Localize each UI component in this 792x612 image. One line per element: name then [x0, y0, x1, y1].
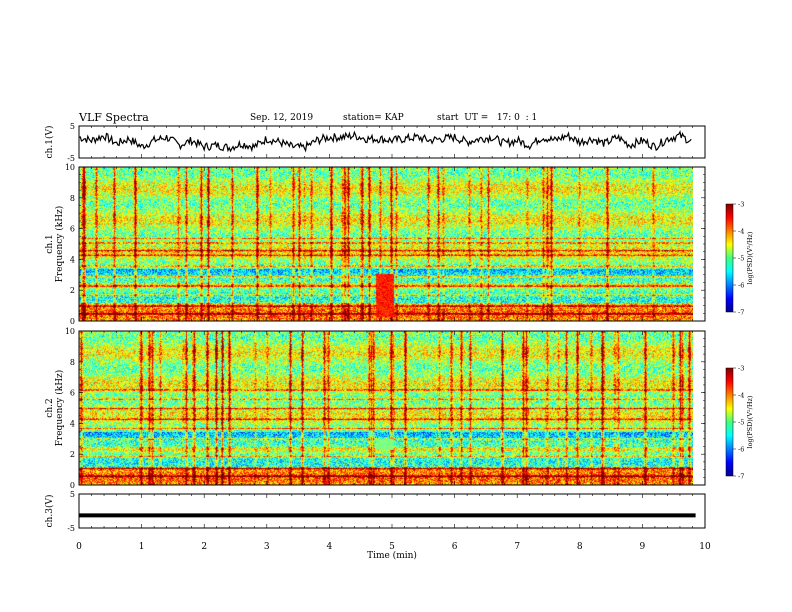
colorbar-tick-label: -5: [738, 255, 744, 263]
ch3-waveform-frame: [78, 493, 706, 529]
x-tick-label: 6: [452, 542, 458, 552]
x-tick-label: 2: [201, 542, 207, 552]
ch1-waveform-line: [78, 130, 692, 153]
y-tick-label: 0: [70, 481, 75, 490]
y-tick-label: 10: [65, 327, 75, 336]
figure-title: VLF Spectra: [79, 111, 149, 124]
colorbar-tick-label: -4: [738, 228, 744, 236]
x-tick-label: 8: [577, 542, 583, 552]
ch1-spectrogram: [79, 167, 693, 321]
y-tick-label: 0: [70, 317, 75, 326]
colorbar-tick-label: -7: [738, 309, 744, 317]
y-tick-label: 4: [70, 255, 75, 264]
x-tick-label: 3: [264, 542, 270, 552]
y-tick-label: 8: [70, 194, 75, 203]
colorbar-label: log(PSD)(V²/Hz): [746, 395, 754, 448]
colorbar-tick-label: -3: [738, 365, 744, 373]
x-tick-label: 1: [139, 542, 145, 552]
ch1-colorbar: [725, 203, 734, 313]
y-axis-label: ch.3(V): [44, 495, 55, 528]
colorbar-tick-label: -4: [738, 392, 744, 400]
y-axis-label: Frequency (kHz): [54, 206, 65, 283]
station-label: station= KAP: [343, 113, 404, 123]
colorbar-tick-label: -6: [738, 282, 744, 290]
colorbar-tick-label: -5: [738, 419, 744, 427]
x-tick-label: 7: [514, 542, 520, 552]
colorbar-tick-label: -3: [738, 201, 744, 209]
y-tick-label: -5: [67, 154, 75, 163]
y-axis-label: Frequency (kHz): [54, 370, 65, 447]
x-tick-label: 9: [640, 542, 646, 552]
colorbar-labels: -3 -4 -5 -6 -7 log(PSD)(V²/Hz) -3 -4 -5 -6 -7 log(P…: [733, 201, 754, 481]
y-tick-label: 6: [70, 225, 75, 234]
ch2-spectrogram: [79, 331, 693, 485]
y-axis-label: ch.2: [45, 398, 55, 417]
x-axis-label: Time (min): [367, 550, 417, 561]
y-axis-label: ch.1: [45, 234, 55, 253]
y-tick-label: 8: [70, 358, 75, 367]
y-tick-label: 10: [65, 163, 75, 172]
x-tick-label: 10: [699, 542, 711, 552]
y-tick-label: 2: [70, 286, 75, 295]
x-tick-label: 0: [76, 542, 82, 552]
start-time-label: start UT = 17: 0 : 1: [437, 113, 538, 123]
x-tick-label: 4: [327, 542, 333, 552]
y-tick-label: -5: [67, 524, 75, 533]
date-label: Sep. 12, 2019: [250, 113, 314, 123]
ch2-colorbar: [725, 367, 734, 477]
colorbar-label: log(PSD)(V²/Hz): [746, 231, 754, 284]
y-tick-label: 5: [70, 490, 75, 499]
y-tick-label: 2: [70, 450, 75, 459]
y-tick-label: 5: [70, 122, 75, 131]
colorbar-tick-label: -7: [738, 473, 744, 481]
y-tick-label: 4: [70, 419, 75, 428]
colorbar-tick-label: -6: [738, 446, 744, 454]
y-axis-label: ch.1(V): [44, 126, 55, 159]
y-tick-label: 6: [70, 389, 75, 398]
x-tick-label: 5: [389, 542, 395, 552]
